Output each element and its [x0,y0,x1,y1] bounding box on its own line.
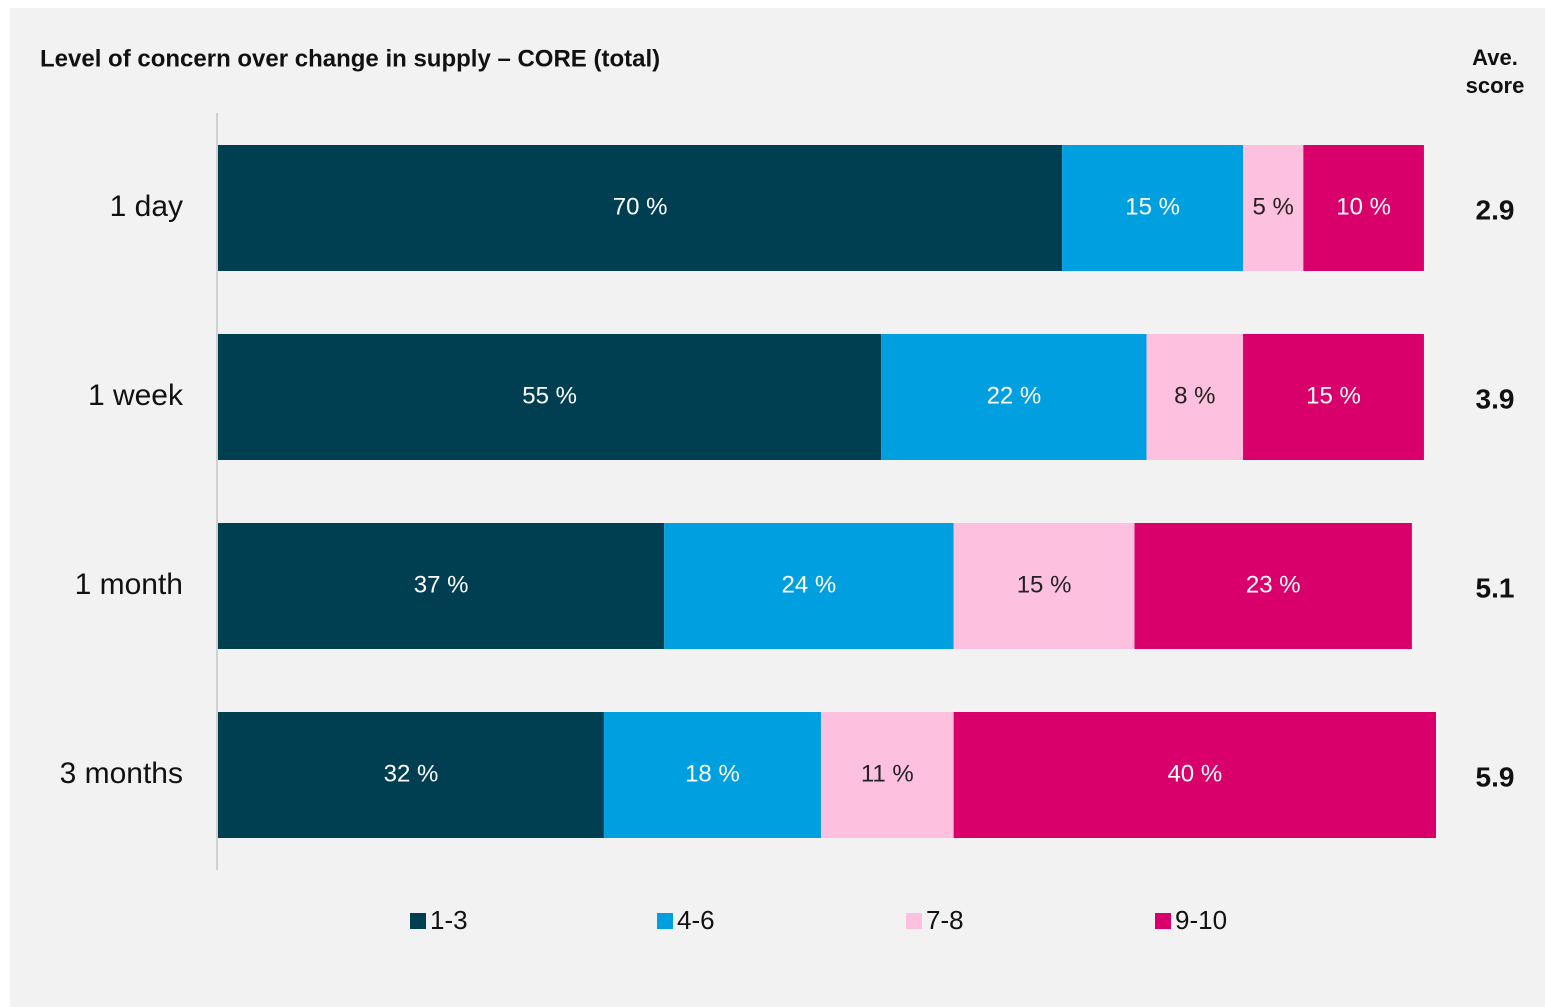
ave-score-header: Ave. [1472,45,1518,70]
legend-swatch [657,913,673,929]
bar-segment [881,334,1147,460]
y-tick-label: 1 month [75,568,183,601]
data-label: 24 % [782,571,837,598]
y-tick-label: 3 months [60,757,183,790]
ave-score: 2.9 [1476,194,1515,225]
bar-segment [664,523,954,649]
data-label: 5 % [1253,193,1294,220]
bar-segment [218,712,604,838]
bar-segment [1243,334,1424,460]
bar-segment [218,523,665,649]
data-label: 8 % [1174,382,1215,409]
legend-swatch [410,913,426,929]
bar-segment [1146,334,1244,460]
legend-swatch [906,913,922,929]
data-label: 22 % [987,382,1042,409]
data-label: 70 % [613,193,668,220]
bar-segment [1134,523,1412,649]
legend-label: 1-3 [430,905,468,935]
data-label: 23 % [1246,571,1301,598]
bar-segment [953,523,1135,649]
bar-segment [820,712,954,838]
legend-label: 4-6 [677,905,715,935]
bar-segment [953,712,1436,838]
ave-score: 5.1 [1476,572,1515,603]
data-label: 18 % [685,760,740,787]
legend-label: 7-8 [926,905,964,935]
ave-score: 5.9 [1476,761,1515,792]
data-label: 40 % [1167,760,1222,787]
bar-segment [218,334,882,460]
chart-title: Level of concern over change in supply –… [40,45,660,72]
legend-label: 9-10 [1175,905,1227,935]
bar-segment [1062,145,1244,271]
data-label: 15 % [1125,193,1180,220]
bar-segment [1243,145,1304,271]
data-label: 15 % [1306,382,1361,409]
data-label: 15 % [1017,571,1072,598]
bar-segment [1303,145,1424,271]
data-label: 37 % [414,571,469,598]
data-label: 32 % [384,760,439,787]
data-label: 55 % [522,382,577,409]
data-label: 10 % [1336,193,1391,220]
legend-swatch [1155,913,1171,929]
ave-score: 3.9 [1476,383,1515,414]
bar-segment [603,712,821,838]
ave-score-header: score [1466,73,1525,98]
y-tick-label: 1 week [88,379,184,412]
bar-segment [218,145,1063,271]
y-tick-label: 1 day [110,190,183,223]
data-label: 11 % [861,760,914,787]
